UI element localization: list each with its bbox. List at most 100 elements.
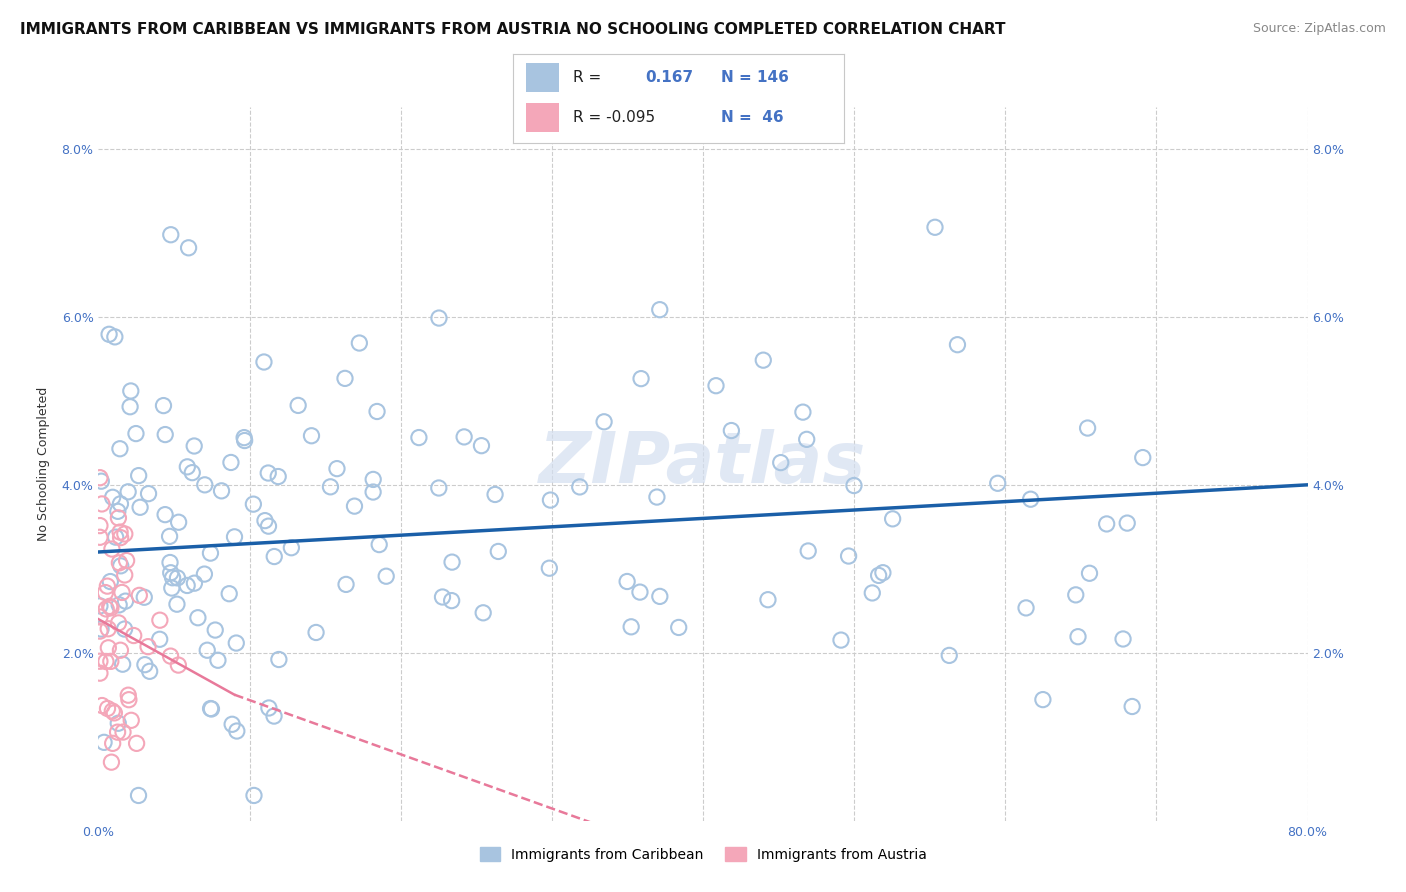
Point: [427, 311, 450, 326]
Point: [122, 628, 145, 642]
Point: [882, 512, 904, 526]
Point: [160, 581, 183, 595]
Point: [134, 591, 156, 605]
Point: [368, 538, 391, 552]
Text: ZIPatlas: ZIPatlas: [540, 429, 866, 499]
Point: [267, 469, 290, 483]
Point: [96, 602, 118, 616]
Point: [187, 611, 209, 625]
Point: [159, 227, 181, 242]
Point: [89, 599, 111, 613]
Point: [1112, 632, 1135, 646]
Point: [1077, 421, 1099, 435]
Point: [301, 429, 323, 443]
Point: [257, 701, 280, 715]
Point: [752, 353, 775, 368]
Point: [224, 530, 246, 544]
Point: [111, 585, 134, 599]
Point: [108, 598, 131, 612]
Point: [287, 398, 309, 412]
Point: [796, 433, 818, 447]
Point: [136, 640, 159, 654]
Point: [138, 486, 160, 500]
Point: [200, 546, 222, 560]
Point: [176, 459, 198, 474]
Point: [645, 490, 668, 504]
Point: [120, 384, 142, 398]
Point: [98, 574, 121, 589]
Point: [167, 658, 190, 673]
Point: [253, 355, 276, 369]
Point: [97, 622, 120, 636]
Point: [117, 688, 139, 702]
Point: [90, 474, 112, 488]
Point: [225, 724, 247, 739]
Point: [1032, 692, 1054, 706]
Point: [453, 430, 475, 444]
Point: [593, 415, 616, 429]
Point: [89, 666, 111, 681]
Point: [166, 597, 188, 611]
Point: [101, 542, 124, 557]
Point: [200, 701, 222, 715]
Point: [408, 431, 430, 445]
Point: [104, 530, 127, 544]
Point: [149, 632, 172, 647]
Point: [128, 789, 150, 803]
Point: [115, 553, 138, 567]
Point: [166, 571, 188, 585]
Point: [349, 336, 371, 351]
Point: [100, 600, 122, 615]
Point: [107, 511, 129, 525]
Point: [108, 525, 131, 540]
Point: [1019, 492, 1042, 507]
Point: [1132, 450, 1154, 465]
Point: [155, 427, 177, 442]
Point: [89, 624, 111, 639]
Point: [110, 643, 132, 657]
Point: [233, 431, 256, 445]
Point: [1067, 630, 1090, 644]
Point: [319, 480, 342, 494]
Point: [200, 702, 222, 716]
Point: [89, 610, 111, 624]
Legend: Immigrants from Caribbean, Immigrants from Austria: Immigrants from Caribbean, Immigrants fr…: [474, 841, 932, 867]
Point: [207, 653, 229, 667]
Point: [107, 716, 129, 731]
Point: [219, 455, 242, 469]
Point: [114, 594, 136, 608]
Point: [253, 514, 276, 528]
Point: [242, 497, 264, 511]
Point: [361, 485, 384, 500]
Point: [432, 590, 454, 604]
Point: [842, 478, 865, 492]
Point: [769, 456, 792, 470]
Point: [194, 478, 217, 492]
Point: [486, 544, 509, 558]
Point: [838, 549, 860, 563]
Point: [427, 481, 450, 495]
Point: [704, 378, 727, 392]
Point: [98, 599, 121, 614]
Point: [89, 530, 111, 544]
Point: [366, 404, 388, 418]
Point: [89, 654, 111, 668]
Point: [1064, 588, 1087, 602]
Point: [181, 466, 204, 480]
Point: [375, 569, 398, 583]
Point: [193, 567, 215, 582]
Point: [120, 714, 142, 728]
Point: [218, 587, 240, 601]
Point: [89, 471, 111, 485]
Point: [470, 439, 492, 453]
Point: [90, 497, 112, 511]
Point: [117, 484, 139, 499]
Point: [263, 709, 285, 723]
Point: [333, 371, 356, 385]
Point: [987, 476, 1010, 491]
Point: [343, 499, 366, 513]
Point: [305, 625, 328, 640]
Point: [100, 755, 122, 769]
Text: IMMIGRANTS FROM CARIBBEAN VS IMMIGRANTS FROM AUSTRIA NO SCHOOLING COMPLETED CORR: IMMIGRANTS FROM CARIBBEAN VS IMMIGRANTS …: [20, 22, 1005, 37]
Point: [108, 556, 131, 570]
